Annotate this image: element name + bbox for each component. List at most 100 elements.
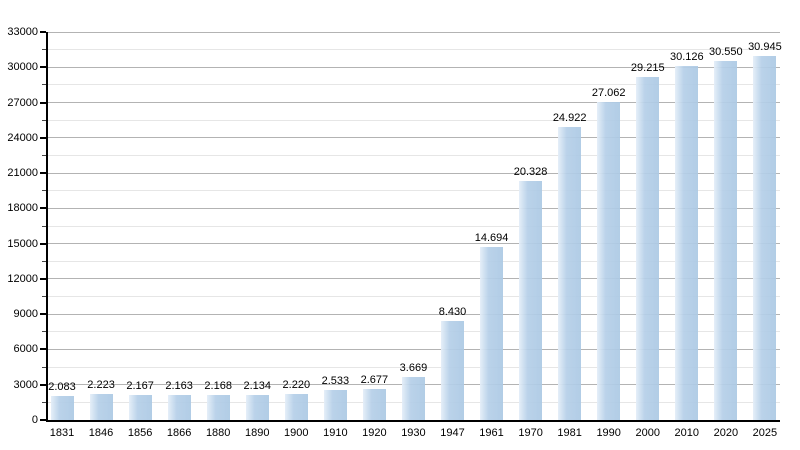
y-tick <box>40 172 46 175</box>
x-axis-label: 1846 <box>88 427 114 439</box>
y-tick <box>40 31 46 33</box>
gridline-minor <box>48 49 780 51</box>
y-tick <box>40 101 46 104</box>
gridline-major <box>48 31 780 33</box>
gridline-minor <box>48 366 780 368</box>
x-axis-label: 1970 <box>518 427 543 439</box>
bar-value-label: 8.430 <box>438 305 467 318</box>
bar-value-label: 30.126 <box>669 50 704 63</box>
gridline-minor <box>48 119 780 121</box>
y-tick <box>40 383 46 386</box>
bar-value-label: 2.167 <box>126 379 154 392</box>
x-axis-label: 1866 <box>166 427 192 439</box>
x-axis-label: 1890 <box>245 427 270 439</box>
bar-value-label: 14.694 <box>474 232 509 245</box>
bar-1900 <box>284 393 308 420</box>
gridline-minor <box>48 154 780 156</box>
gridline-minor <box>48 296 780 298</box>
bar-2010 <box>675 65 699 420</box>
bar-value-label: 2.083 <box>48 380 76 393</box>
gridline-major <box>48 348 780 350</box>
bar-1880 <box>206 394 230 420</box>
bar-value-label: 2.677 <box>360 373 389 386</box>
bar-1846 <box>89 393 113 420</box>
y-axis-label: 21000 <box>7 167 38 180</box>
y-tick <box>40 313 46 316</box>
x-axis <box>46 420 780 422</box>
bar-1856 <box>128 394 152 420</box>
gridline-major <box>48 243 780 245</box>
bar-value-label: 30.550 <box>709 45 743 58</box>
y-tick <box>40 419 46 421</box>
x-axis-label: 1930 <box>401 427 426 439</box>
gridline-major <box>48 278 780 280</box>
gridline-major <box>48 102 780 104</box>
y-tick <box>40 277 46 280</box>
bar-1947 <box>441 320 464 420</box>
y-axis <box>46 32 48 422</box>
gridline-major <box>48 172 780 174</box>
bar-value-label: 2.220 <box>282 378 311 391</box>
bar-1930 <box>401 376 425 420</box>
bar-value-label: 2.168 <box>204 379 232 392</box>
bar-1970 <box>519 180 543 420</box>
x-axis-label: 1856 <box>127 427 153 439</box>
bar-value-label: 24.922 <box>552 111 587 124</box>
y-axis-label: 3000 <box>13 378 38 391</box>
x-axis-label: 2010 <box>674 427 700 439</box>
bar-value-label: 2.223 <box>87 378 115 391</box>
x-axis-label: 2000 <box>635 427 660 439</box>
gridline-minor <box>48 260 780 262</box>
y-tick <box>42 190 46 192</box>
bar-2020 <box>714 60 738 420</box>
y-axis-label: 18000 <box>7 202 38 215</box>
gridline-major <box>48 313 780 315</box>
bar-1910 <box>323 390 347 420</box>
bar-1981 <box>558 126 582 420</box>
gridline-major <box>48 137 780 139</box>
bar-value-label: 27.062 <box>591 86 626 99</box>
y-axis-label: 33000 <box>7 26 38 38</box>
y-tick <box>42 296 46 298</box>
gridline-minor <box>48 190 780 192</box>
y-tick <box>42 225 46 227</box>
y-tick <box>42 49 46 51</box>
gridline-minor <box>48 84 780 86</box>
bar-1831 <box>50 395 74 420</box>
bar-value-label: 2.163 <box>165 379 193 392</box>
gridline-major <box>48 66 780 68</box>
bar-1890 <box>245 394 269 420</box>
x-axis-label: 1920 <box>362 427 387 439</box>
y-tick <box>42 154 46 156</box>
y-axis-label: 30000 <box>7 61 38 74</box>
x-axis-label: 1947 <box>440 427 465 439</box>
y-tick <box>42 84 46 86</box>
y-tick <box>42 260 46 262</box>
y-axis-label: 27000 <box>7 96 38 109</box>
y-axis-label: 15000 <box>7 237 38 250</box>
gridline-minor <box>48 331 780 333</box>
y-tick <box>40 242 46 245</box>
bar-1961 <box>480 247 504 420</box>
y-tick <box>40 348 46 351</box>
x-axis-label: 1831 <box>49 427 75 439</box>
bar-value-label: 2.134 <box>243 379 272 392</box>
bar-2000 <box>636 76 660 420</box>
y-tick <box>40 66 46 69</box>
bar-value-label: 20.328 <box>513 165 548 178</box>
x-axis-label: 1981 <box>557 427 582 439</box>
y-axis-label: 12000 <box>7 272 38 285</box>
y-axis-label: 24000 <box>7 131 38 144</box>
x-axis-label: 1961 <box>479 427 504 439</box>
x-axis-label: 1880 <box>205 427 231 439</box>
y-tick <box>40 207 46 210</box>
bar-value-label: 29.215 <box>630 61 665 74</box>
bar-1990 <box>597 101 621 420</box>
y-tick <box>42 401 46 403</box>
y-axis-label: 0 <box>31 414 38 426</box>
x-axis-label: 1990 <box>596 427 621 439</box>
y-tick <box>40 136 46 139</box>
bar-value-label: 2.533 <box>321 375 350 388</box>
bar-value-label: 30.945 <box>748 41 782 54</box>
